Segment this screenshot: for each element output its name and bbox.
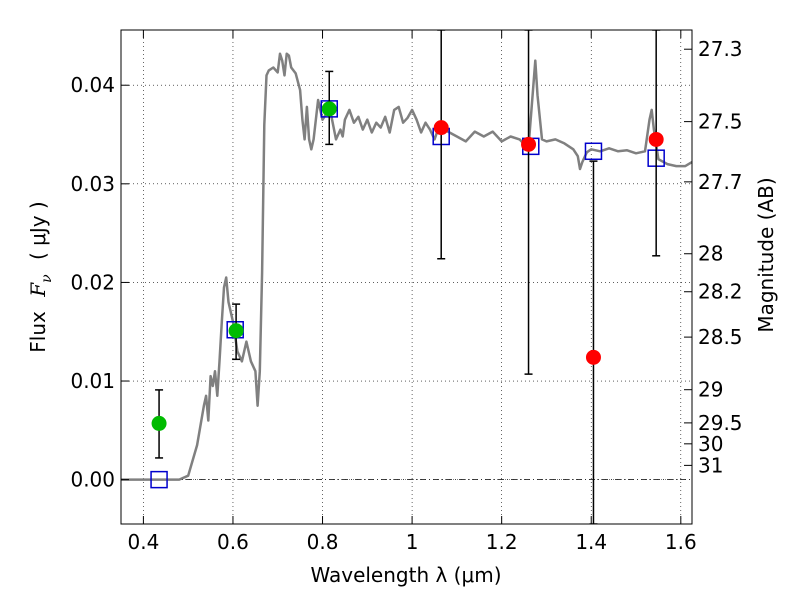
optical-data-point <box>321 101 337 117</box>
mag-tick-label: 28.2 <box>698 280 743 304</box>
gridlines <box>121 30 692 524</box>
y-axis-label-unit: ( μJy ) <box>26 201 50 260</box>
spectrum-line <box>121 52 692 481</box>
right-axis-label: Magnitude (AB) <box>754 177 778 332</box>
svg-text:Flux Fν ( μJy ): Flux Fν ( μJy ) <box>26 201 56 352</box>
mag-tick-label: 29 <box>698 378 723 402</box>
y-tick-label: 0.01 <box>70 369 115 393</box>
mag-tick-label: 28 <box>698 242 723 266</box>
optical-data-point <box>228 323 244 339</box>
mag-tick-label: 27.3 <box>698 37 743 61</box>
mag-tick-label: 29.5 <box>698 411 743 435</box>
y-tick-label: 0.04 <box>70 73 115 97</box>
nir-data-point <box>648 131 664 147</box>
x-tick-label: 1.2 <box>486 530 518 554</box>
nir-data-point <box>585 349 601 365</box>
y-axis-label-symbol: F <box>26 282 50 298</box>
y-axis-label-text: Flux <box>26 311 50 353</box>
y-tick-label: 0.00 <box>70 468 115 492</box>
mag-tick-label: 30 <box>698 432 723 456</box>
x-tick-label: 0.4 <box>127 530 159 554</box>
y-tick-label: 0.02 <box>70 270 115 294</box>
x-tick-label: 0.6 <box>217 530 249 554</box>
x-tick-label: 1 <box>406 530 419 554</box>
y-axis-label-subscript: ν <box>39 274 55 283</box>
axis-ticks: 0.4 0.6 0.8 1 1.2 1.4 1.6 0.00 0.01 0.02 0.03 0.04 2… <box>70 30 743 554</box>
plot-area <box>121 30 692 524</box>
mag-tick-label: 31 <box>698 453 723 477</box>
x-axis-label: Wavelength λ (μm) <box>310 563 501 587</box>
plot-frame <box>120 29 693 525</box>
y-axis-label: Flux Fν ( μJy ) <box>26 201 56 352</box>
mag-tick-label: 27.7 <box>698 170 743 194</box>
nir-data-point <box>433 120 449 136</box>
x-tick-label: 1.6 <box>665 530 697 554</box>
y-tick-label: 0.03 <box>70 172 115 196</box>
mag-tick-label: 27.5 <box>698 110 743 134</box>
x-tick-label: 1.4 <box>575 530 607 554</box>
nir-data-point <box>521 136 537 152</box>
x-tick-label: 0.8 <box>307 530 339 554</box>
optical-data-point <box>151 415 167 431</box>
model-square-marker <box>584 142 603 161</box>
mag-tick-label: 28.5 <box>698 325 743 349</box>
model-square-marker <box>150 470 168 489</box>
